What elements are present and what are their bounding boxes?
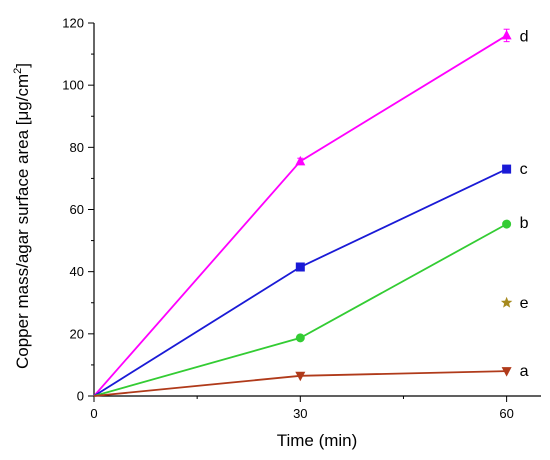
series-label-c: c	[520, 161, 528, 178]
y-tick-label: 0	[77, 389, 84, 404]
y-tick-label: 20	[70, 326, 84, 341]
x-axis-title: Time (min)	[277, 431, 358, 450]
series-label-e: e	[520, 295, 529, 312]
series-a: a	[93, 363, 529, 397]
y-tick-label: 100	[62, 78, 84, 93]
series-c: c	[93, 161, 528, 397]
series-layer: d c b e a	[93, 28, 529, 397]
data-point-marker	[295, 262, 305, 272]
x-tick-label: 30	[293, 406, 307, 421]
y-tick-label: 80	[70, 140, 84, 155]
data-point-marker	[295, 155, 306, 166]
series-e: e	[500, 295, 529, 312]
data-point-marker	[502, 164, 512, 174]
y-tick-label: 120	[62, 16, 84, 31]
series-line	[93, 223, 508, 397]
data-point-marker	[295, 333, 305, 343]
data-point-marker	[501, 29, 512, 40]
y-axis-title-sup: 2	[12, 68, 24, 74]
series-b: b	[93, 215, 529, 397]
series-label-b: b	[520, 215, 529, 232]
data-point-marker	[502, 219, 512, 229]
y-axis-title-end: ]	[13, 63, 32, 68]
y-tick-label: 60	[70, 202, 84, 217]
axes: 0 20 40 60 80 100 120 0 30 60	[62, 16, 541, 421]
y-axis-title-main: Copper mass/agar surface area [μg/cm	[13, 74, 32, 369]
data-point-marker	[501, 367, 512, 377]
series-d: d	[93, 28, 529, 397]
y-axis-title: Copper mass/agar surface area [μg/cm2]	[12, 63, 32, 369]
series-line	[93, 168, 508, 397]
data-point-marker	[295, 371, 306, 382]
series-label-d: d	[520, 28, 529, 45]
x-tick-label: 60	[499, 406, 513, 421]
series-label-a: a	[520, 363, 529, 380]
x-tick-label: 0	[90, 406, 97, 421]
y-tick-label: 40	[70, 264, 84, 279]
data-point-marker	[500, 296, 513, 308]
